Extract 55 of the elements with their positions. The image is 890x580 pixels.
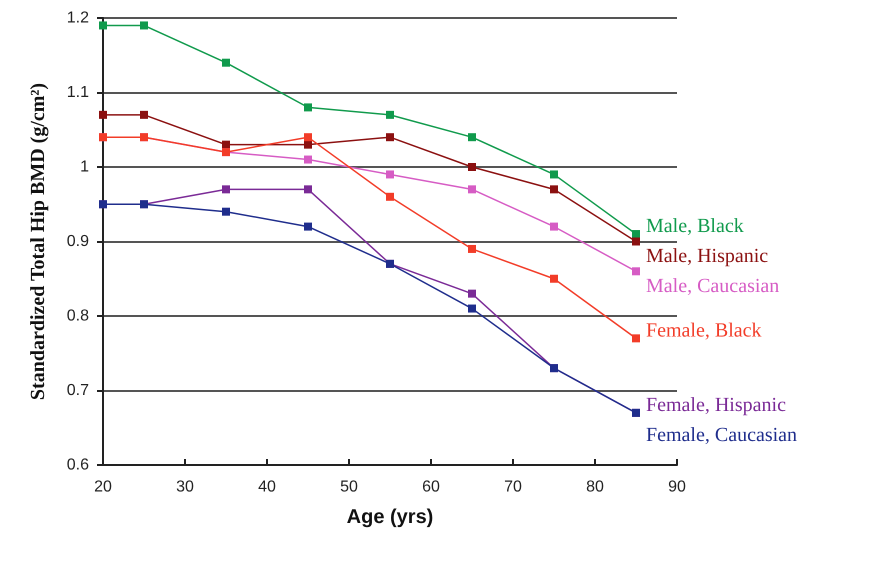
y-tick-label: 0.6 bbox=[66, 456, 90, 474]
series-label: Female, Caucasian bbox=[646, 424, 798, 446]
point bbox=[632, 334, 640, 342]
x-axis-title: Age (yrs) bbox=[346, 506, 434, 528]
y-tick-label: 1.1 bbox=[66, 84, 90, 101]
point bbox=[304, 140, 312, 149]
point bbox=[222, 140, 230, 149]
x-tick-label: 90 bbox=[668, 478, 686, 496]
y-tick-label: 0.9 bbox=[66, 233, 90, 250]
y-tick-label: 1 bbox=[80, 158, 90, 176]
point bbox=[386, 133, 394, 142]
point bbox=[468, 304, 476, 313]
point bbox=[386, 192, 394, 201]
x-tick-label: 60 bbox=[422, 478, 440, 496]
point bbox=[304, 133, 312, 142]
point bbox=[632, 238, 640, 246]
y-tick-label: 0.8 bbox=[66, 308, 90, 324]
y-tick-label: 1.2 bbox=[66, 10, 90, 26]
point bbox=[140, 110, 148, 119]
x-tick-label: 20 bbox=[94, 478, 112, 496]
series-label: Male, Black bbox=[646, 215, 744, 238]
point bbox=[304, 103, 312, 112]
x-tick-label: 40 bbox=[258, 478, 276, 496]
x-tick-label: 80 bbox=[586, 478, 604, 496]
point bbox=[468, 163, 476, 171]
x-tick-label: 70 bbox=[504, 478, 522, 496]
point bbox=[468, 133, 476, 142]
point bbox=[222, 208, 230, 216]
point bbox=[468, 185, 476, 194]
x-tick-label: 30 bbox=[176, 478, 194, 496]
point bbox=[99, 110, 107, 119]
point bbox=[222, 185, 230, 194]
point bbox=[304, 156, 312, 164]
point bbox=[222, 58, 230, 67]
point bbox=[304, 185, 312, 194]
point bbox=[550, 170, 558, 178]
point bbox=[386, 110, 394, 119]
series-label: Female, Hispanic bbox=[646, 394, 786, 416]
y-axis-title: Standardized Total Hip BMD (g/cm²) bbox=[27, 82, 49, 400]
point bbox=[304, 222, 312, 231]
point bbox=[468, 244, 476, 253]
series-label: Male, Hispanic bbox=[646, 245, 768, 268]
x-tick-label: 50 bbox=[340, 478, 358, 496]
y-tick-label: 0.7 bbox=[66, 382, 90, 399]
series-label: Female, Black bbox=[646, 319, 762, 342]
point bbox=[550, 274, 558, 283]
point bbox=[632, 267, 640, 276]
point bbox=[632, 230, 640, 238]
series-label: Male, Caucasian bbox=[646, 275, 780, 298]
point bbox=[99, 21, 107, 30]
point bbox=[468, 290, 476, 298]
point bbox=[550, 222, 558, 231]
point bbox=[386, 170, 394, 178]
point bbox=[140, 21, 148, 30]
point bbox=[550, 185, 558, 194]
